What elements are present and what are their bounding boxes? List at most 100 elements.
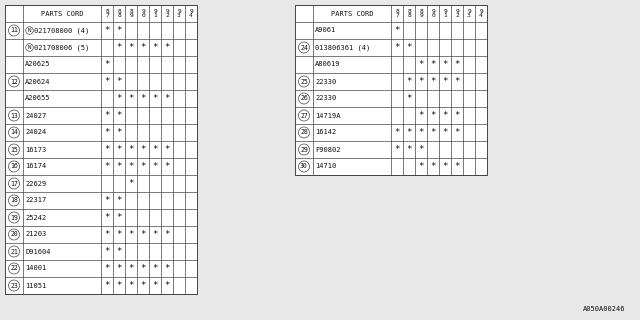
Text: 9
2: 9 2: [455, 9, 459, 18]
Text: *: *: [406, 145, 412, 154]
Circle shape: [8, 263, 19, 274]
Circle shape: [8, 195, 19, 206]
Text: *: *: [164, 264, 170, 273]
Circle shape: [298, 144, 310, 155]
Text: 17: 17: [10, 180, 18, 187]
Text: 26: 26: [300, 95, 308, 101]
Text: A20625: A20625: [25, 61, 51, 68]
Text: 16173: 16173: [25, 147, 46, 153]
Text: 8
8: 8 8: [407, 9, 411, 18]
Circle shape: [8, 25, 19, 36]
Text: *: *: [116, 196, 122, 205]
Circle shape: [298, 110, 310, 121]
Text: 14719A: 14719A: [315, 113, 340, 118]
Text: 9
1: 9 1: [153, 9, 157, 18]
Bar: [295, 5, 487, 175]
Text: *: *: [406, 77, 412, 86]
Text: 9
2: 9 2: [165, 9, 169, 18]
Text: A20655: A20655: [25, 95, 51, 101]
Text: *: *: [164, 94, 170, 103]
Text: 18: 18: [10, 197, 18, 204]
Circle shape: [298, 127, 310, 138]
Text: *: *: [104, 60, 109, 69]
Text: *: *: [104, 111, 109, 120]
Text: *: *: [104, 128, 109, 137]
Text: *: *: [128, 281, 134, 290]
Circle shape: [8, 280, 19, 291]
Text: *: *: [442, 60, 448, 69]
Text: D91604: D91604: [25, 249, 51, 254]
Text: 29: 29: [300, 147, 308, 153]
Text: *: *: [140, 281, 146, 290]
Text: *: *: [140, 230, 146, 239]
Text: 25: 25: [300, 78, 308, 84]
Text: A050A00246: A050A00246: [582, 306, 625, 312]
Text: *: *: [454, 128, 460, 137]
Text: 24: 24: [300, 44, 308, 51]
Text: 30: 30: [300, 164, 308, 170]
Text: *: *: [116, 145, 122, 154]
Text: *: *: [116, 43, 122, 52]
Text: 25242: 25242: [25, 214, 46, 220]
Text: 16: 16: [10, 164, 18, 170]
Text: *: *: [104, 230, 109, 239]
Text: *: *: [140, 43, 146, 52]
Text: *: *: [128, 264, 134, 273]
Text: 21: 21: [10, 249, 18, 254]
Text: 22330: 22330: [315, 78, 336, 84]
Text: PARTS CORD: PARTS CORD: [331, 11, 373, 17]
Circle shape: [8, 144, 19, 155]
Text: 9
0: 9 0: [431, 9, 435, 18]
Text: *: *: [152, 43, 157, 52]
Text: *: *: [454, 60, 460, 69]
Text: 9
4: 9 4: [479, 9, 483, 18]
Circle shape: [298, 93, 310, 104]
Text: 8
7: 8 7: [105, 9, 109, 18]
Text: 22629: 22629: [25, 180, 46, 187]
Circle shape: [8, 161, 19, 172]
Text: 14001: 14001: [25, 266, 46, 271]
Text: *: *: [128, 230, 134, 239]
Text: *: *: [430, 77, 436, 86]
Text: 27: 27: [300, 113, 308, 118]
Text: 11051: 11051: [25, 283, 46, 289]
Text: 8
9: 8 9: [129, 9, 133, 18]
Text: *: *: [116, 94, 122, 103]
Text: *: *: [104, 196, 109, 205]
Text: *: *: [104, 281, 109, 290]
Text: *: *: [430, 111, 436, 120]
Text: N: N: [28, 45, 31, 50]
Text: 14: 14: [10, 130, 18, 135]
Text: *: *: [419, 162, 424, 171]
Text: *: *: [394, 145, 400, 154]
Text: 12: 12: [10, 78, 18, 84]
Text: 19: 19: [10, 214, 18, 220]
Text: 9
3: 9 3: [467, 9, 471, 18]
Text: *: *: [116, 247, 122, 256]
Text: 13: 13: [10, 113, 18, 118]
Text: *: *: [152, 264, 157, 273]
Text: *: *: [104, 264, 109, 273]
Text: 21203: 21203: [25, 231, 46, 237]
Text: 24027: 24027: [25, 113, 46, 118]
Text: *: *: [442, 111, 448, 120]
Text: 8
7: 8 7: [395, 9, 399, 18]
Text: A9061: A9061: [315, 28, 336, 34]
Text: *: *: [406, 43, 412, 52]
Text: *: *: [164, 281, 170, 290]
Text: *: *: [104, 162, 109, 171]
Text: 11: 11: [10, 28, 18, 34]
Text: *: *: [116, 264, 122, 273]
Text: 021708006 (5): 021708006 (5): [35, 44, 90, 51]
Text: 9
0: 9 0: [141, 9, 145, 18]
Text: *: *: [116, 230, 122, 239]
Text: 9
1: 9 1: [443, 9, 447, 18]
Text: *: *: [116, 111, 122, 120]
Text: *: *: [128, 145, 134, 154]
Text: *: *: [128, 179, 134, 188]
Text: *: *: [164, 230, 170, 239]
Text: *: *: [140, 145, 146, 154]
Text: *: *: [104, 26, 109, 35]
Text: 22: 22: [10, 266, 18, 271]
Text: *: *: [442, 162, 448, 171]
